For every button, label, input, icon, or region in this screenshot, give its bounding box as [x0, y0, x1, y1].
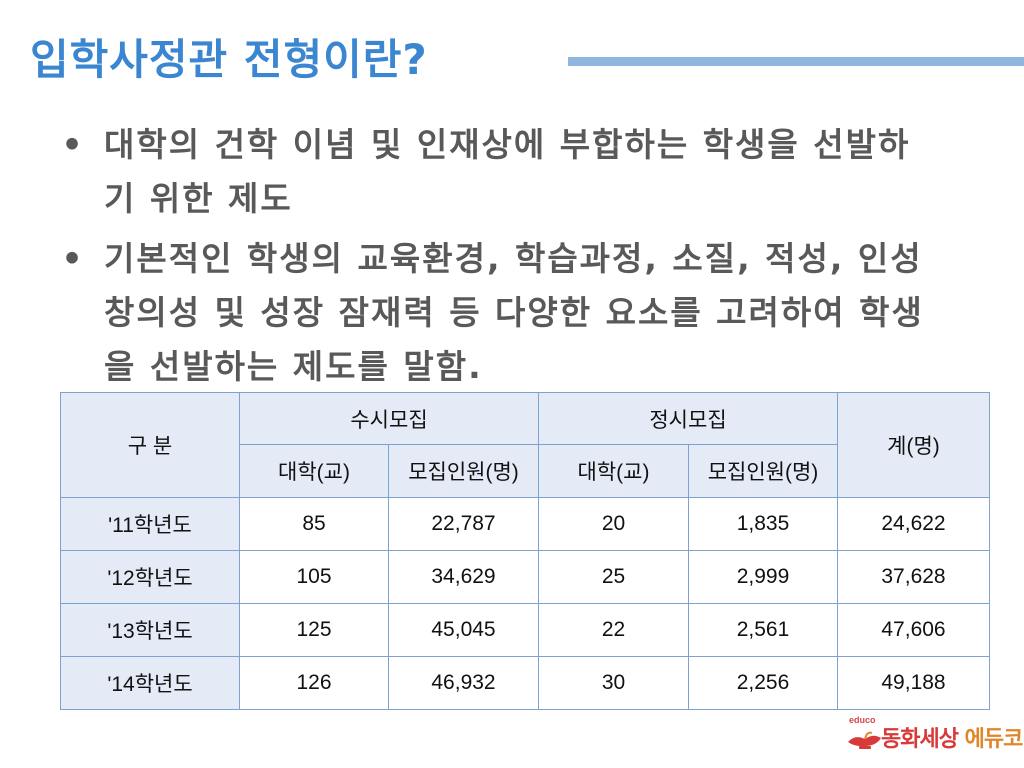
header-susi-people: 모집인원(명) [388, 444, 539, 498]
cell-jeongsi-univ: 25 [538, 550, 689, 604]
logo-main-a: 동화세상 [881, 727, 959, 752]
row-year: '12학년도 [60, 550, 240, 604]
cell-jeongsi-univ: 20 [538, 497, 689, 551]
cell-susi-people: 22,787 [388, 497, 539, 551]
page-title: 입학사정관 전형이란? [30, 35, 428, 84]
cell-total: 47,606 [837, 603, 990, 657]
magic-lamp-icon [848, 731, 881, 749]
header-susi-univ: 대학(교) [239, 444, 389, 498]
header-susi: 수시모집 [239, 392, 539, 445]
bullet-dot-icon: • [61, 125, 85, 164]
bullet-item: • 대학의 건학 이념 및 인재상에 부합하는 학생을 선발하기 위한 제도 [58, 118, 928, 226]
table-header-row: 구 분 수시모집 정시모집 계(명) [60, 392, 990, 498]
cell-total: 49,188 [837, 656, 990, 710]
logo-small-text: educo [849, 715, 876, 725]
cell-susi-univ: 126 [239, 656, 389, 710]
cell-jeongsi-people: 1,835 [688, 497, 838, 551]
cell-susi-people: 45,045 [388, 603, 539, 657]
cell-jeongsi-univ: 30 [538, 656, 689, 710]
cell-jeongsi-people: 2,999 [688, 550, 838, 604]
cell-jeongsi-people: 2,256 [688, 656, 838, 710]
header-division: 구 분 [60, 392, 240, 498]
cell-susi-univ: 105 [239, 550, 389, 604]
cell-total: 37,628 [837, 550, 990, 604]
recruitment-table: 구 분 수시모집 정시모집 계(명) 대학(교) 모집인원(명) 대학(교) 모… [60, 392, 990, 710]
cell-susi-people: 46,932 [388, 656, 539, 710]
bullet-item: • 기본적인 학생의 교육환경, 학습과정, 소질, 적성, 인성 창의성 및 … [58, 232, 928, 394]
table-row: '11학년도 85 22,787 20 1,835 24,622 [60, 497, 990, 551]
cell-jeongsi-univ: 22 [538, 603, 689, 657]
brand-logo: educo 동화세상 에듀코 [845, 715, 1023, 755]
title-accent-bar [568, 57, 1024, 66]
logo-main-b: 에듀코 [957, 727, 1024, 752]
table-row: '13학년도 125 45,045 22 2,561 47,606 [60, 603, 990, 657]
header-jeongsi-people: 모집인원(명) [688, 444, 838, 498]
row-year: '13학년도 [60, 603, 240, 657]
row-year: '14학년도 [60, 656, 240, 710]
cell-jeongsi-people: 2,561 [688, 603, 838, 657]
cell-susi-people: 34,629 [388, 550, 539, 604]
table-row: '14학년도 126 46,932 30 2,256 49,188 [60, 656, 990, 710]
header-total: 계(명) [837, 392, 990, 498]
cell-susi-univ: 85 [239, 497, 389, 551]
header-jeongsi-univ: 대학(교) [538, 444, 689, 498]
table-subheader-row: 대학(교) 모집인원(명) 대학(교) 모집인원(명) [61, 444, 990, 498]
bullet-text: 대학의 건학 이념 및 인재상에 부합하는 학생을 선발하기 위한 제도 [104, 125, 911, 218]
bullet-list: • 대학의 건학 이념 및 인재상에 부합하는 학생을 선발하기 위한 제도 •… [58, 118, 928, 400]
bullet-dot-icon: • [61, 239, 85, 278]
table-row: '12학년도 105 34,629 25 2,999 37,628 [60, 550, 990, 604]
cell-total: 24,622 [837, 497, 990, 551]
cell-susi-univ: 125 [239, 603, 389, 657]
bullet-text: 기본적인 학생의 교육환경, 학습과정, 소질, 적성, 인성 창의성 및 성장… [104, 239, 924, 386]
row-year: '11학년도 [60, 497, 240, 551]
header-jeongsi: 정시모집 [538, 392, 838, 445]
logo-main-text: 동화세상 에듀코 [881, 721, 1024, 753]
